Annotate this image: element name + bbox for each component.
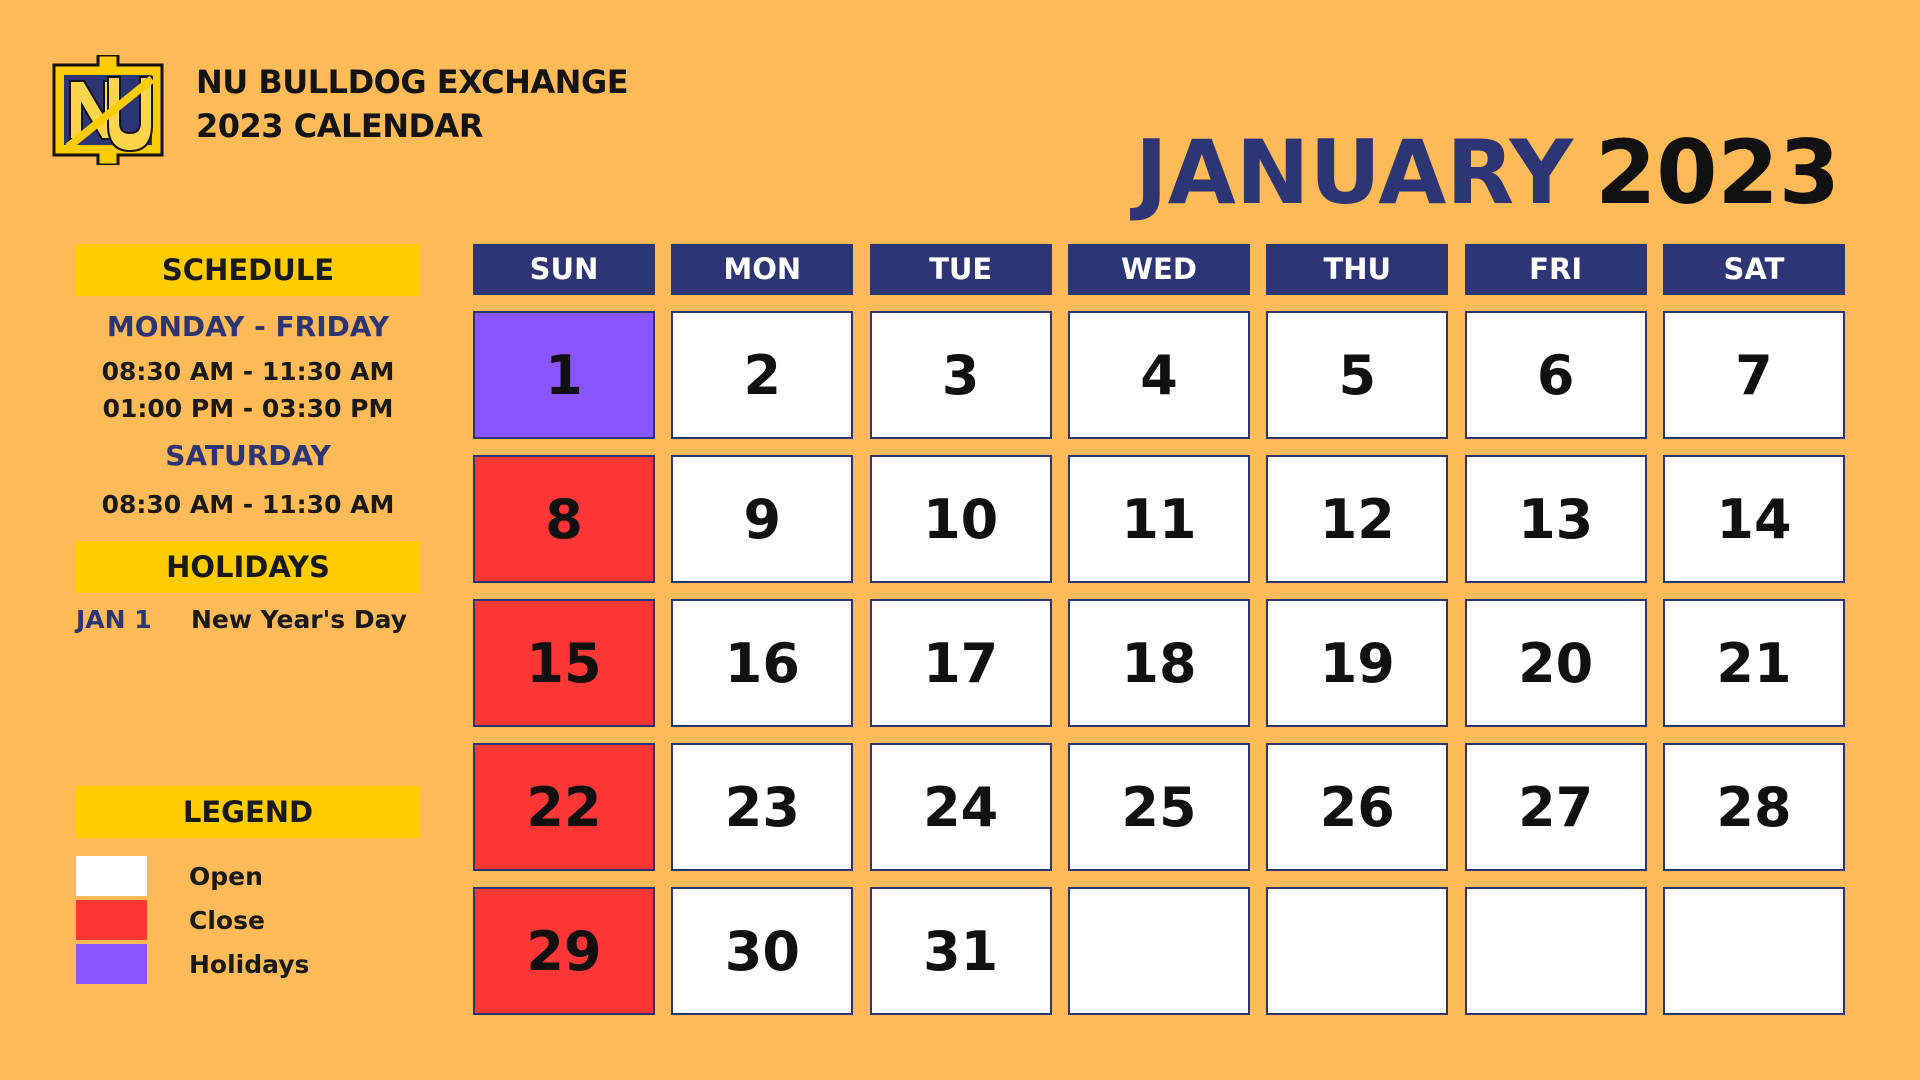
- legend-label-holidays: Holidays: [189, 949, 310, 979]
- brand-title: NU BULLDOG EXCHANGE 2023 CALENDAR: [196, 60, 629, 148]
- weekday-header-sun: SUN: [473, 244, 655, 295]
- weekday-time-2: 01:00 PM - 03:30 PM: [102, 394, 394, 423]
- day-cell: 22: [473, 743, 655, 871]
- holiday-swatch: [76, 944, 147, 984]
- calendar-week-row: 29 30 31: [473, 887, 1845, 1015]
- day-cell: 11: [1067, 455, 1250, 583]
- day-cell: 16: [671, 599, 854, 727]
- weekday-header-mon: MON: [671, 244, 854, 295]
- day-cell: 25: [1067, 743, 1250, 871]
- day-cell: 29: [473, 887, 655, 1015]
- weekday-header-fri: FRI: [1464, 244, 1647, 295]
- legend-item-holidays: Holidays: [76, 942, 420, 986]
- day-cell: 8: [473, 455, 655, 583]
- day-cell: 17: [869, 599, 1052, 727]
- legend-label-open: Open: [189, 861, 263, 891]
- legend-list: Open Close Holidays: [76, 854, 420, 986]
- month-year: 2023: [1595, 121, 1840, 224]
- empty-day-cell: [1067, 887, 1250, 1015]
- open-swatch: [76, 856, 147, 896]
- saturday-label: SATURDAY: [165, 439, 331, 472]
- calendar-week-row: 22 23 24 25 26 27 28: [473, 743, 1845, 871]
- weekday-header-tue: TUE: [869, 244, 1052, 295]
- legend-item-open: Open: [76, 854, 420, 898]
- holiday-date: JAN 1: [76, 605, 152, 634]
- month-title: JANUARY 2023: [1135, 118, 1840, 228]
- weekday-header-thu: THU: [1266, 244, 1449, 295]
- day-cell: 24: [869, 743, 1052, 871]
- day-cell: 27: [1464, 743, 1647, 871]
- day-cell: 6: [1464, 311, 1647, 439]
- weekday-header-row: SUN MON TUE WED THU FRI SAT: [473, 244, 1845, 295]
- legend-item-close: Close: [76, 898, 420, 942]
- sidebar: SCHEDULE MONDAY - FRIDAY 08:30 AM - 11:3…: [76, 244, 420, 986]
- day-cell: 30: [671, 887, 854, 1015]
- day-cell: 2: [671, 311, 854, 439]
- day-cell: 14: [1662, 455, 1845, 583]
- holiday-item: JAN 1 New Year's Day: [76, 605, 420, 634]
- day-cell: 5: [1266, 311, 1449, 439]
- empty-day-cell: [1266, 887, 1449, 1015]
- day-cell: 3: [869, 311, 1052, 439]
- nu-monogram-logo-icon: [52, 55, 164, 165]
- weekday-time-1: 08:30 AM - 11:30 AM: [101, 357, 395, 386]
- holiday-name: New Year's Day: [191, 605, 408, 634]
- day-cell: 15: [473, 599, 655, 727]
- day-cell: 20: [1464, 599, 1647, 727]
- calendar-weeks: 1 2 3 4 5 6 7 8 9 10 11 12 13 14 15 16 17 18 19 20 21 22 23 24 2…: [473, 311, 1845, 1015]
- day-cell: 9: [671, 455, 854, 583]
- weekday-label: MONDAY - FRIDAY: [106, 310, 390, 343]
- weekday-header-wed: WED: [1067, 244, 1250, 295]
- empty-day-cell: [1464, 887, 1647, 1015]
- day-cell: 28: [1662, 743, 1845, 871]
- day-cell: 23: [671, 743, 854, 871]
- calendar-week-row: 15 16 17 18 19 20 21: [473, 599, 1845, 727]
- saturday-time: 08:30 AM - 11:30 AM: [101, 490, 395, 519]
- day-cell: 7: [1662, 311, 1845, 439]
- calendar-grid: SUN MON TUE WED THU FRI SAT 1 2 3 4 5 6 7 8 9 10 1…: [473, 244, 1845, 1031]
- day-cell: 1: [473, 311, 655, 439]
- day-cell: 10: [869, 455, 1052, 583]
- brand-line-2: 2023 CALENDAR: [196, 107, 483, 145]
- weekday-header-sat: SAT: [1662, 244, 1845, 295]
- close-swatch: [76, 900, 147, 940]
- holidays-heading: HOLIDAYS: [76, 541, 420, 593]
- schedule-heading: SCHEDULE: [76, 244, 420, 296]
- calendar-week-row: 8 9 10 11 12 13 14: [473, 455, 1845, 583]
- legend-label-close: Close: [189, 905, 265, 935]
- day-cell: 13: [1464, 455, 1647, 583]
- brand-line-1: NU BULLDOG EXCHANGE: [196, 63, 629, 101]
- legend-heading: LEGEND: [76, 786, 420, 838]
- day-cell: 4: [1067, 311, 1250, 439]
- day-cell: 31: [869, 887, 1052, 1015]
- day-cell: 12: [1266, 455, 1449, 583]
- day-cell: 26: [1266, 743, 1449, 871]
- empty-day-cell: [1662, 887, 1845, 1015]
- day-cell: 18: [1067, 599, 1250, 727]
- day-cell: 19: [1266, 599, 1449, 727]
- month-name: JANUARY: [1135, 121, 1574, 224]
- day-cell: 21: [1662, 599, 1845, 727]
